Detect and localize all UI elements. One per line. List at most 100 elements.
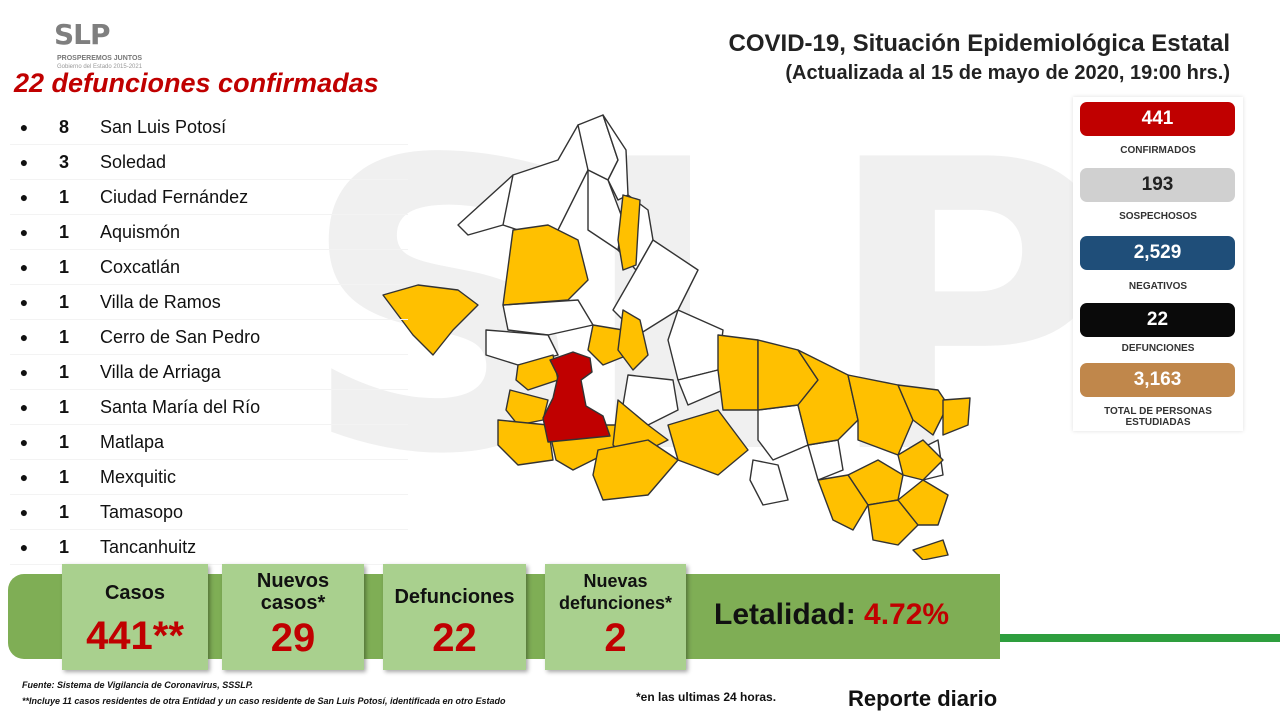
negatives-box: 2,529 <box>1080 236 1235 270</box>
municipality-name: Tancanhuitz <box>100 536 197 557</box>
title-line-2: (Actualizada al 15 de mayo de 2020, 19:0… <box>785 62 1230 84</box>
bullet-icon: ● <box>19 294 29 310</box>
bullet-icon: ● <box>19 189 29 205</box>
bullet-icon: ● <box>19 539 29 555</box>
new-deaths-value: 2 <box>604 616 627 660</box>
suspected-box: 193 <box>1080 168 1235 202</box>
map-region <box>897 439 944 481</box>
deaths-tile-value: 22 <box>432 616 477 660</box>
bullet-icon: ● <box>19 504 29 520</box>
map-region <box>912 539 949 560</box>
map-region <box>502 119 594 231</box>
map-region <box>667 309 724 381</box>
death-count: 1 <box>58 291 69 312</box>
slp-logo: SLP PROSPEREMOS JUNTOS Gobierno del Esta… <box>54 18 164 76</box>
municipality-name: Santa María del Río <box>100 396 261 417</box>
map-region <box>592 439 679 501</box>
logo-subtitle: Gobierno del Estado 2015-2021 <box>57 64 143 70</box>
bullet-icon: ● <box>19 399 29 415</box>
municipality-name: San Luis Potosí <box>100 116 227 137</box>
map-region <box>617 194 641 271</box>
map-region <box>622 374 679 426</box>
cases-tile: Casos 441** <box>62 564 208 670</box>
map-region <box>505 389 549 426</box>
new-cases-tile: Nuevos casos* 29 <box>222 564 364 670</box>
cases-label: Casos <box>104 582 166 604</box>
municipality-name: Tamasopo <box>100 501 184 522</box>
death-count: 1 <box>58 396 69 417</box>
map-region <box>497 419 554 466</box>
bullet-icon: ● <box>19 259 29 275</box>
letalidad-value: 4.72% <box>864 598 950 631</box>
municipality-name: Villa de Arriaga <box>100 361 221 382</box>
suspected-value: 193 <box>1141 174 1174 195</box>
death-count: 3 <box>58 151 69 172</box>
confirmed-box: 441 <box>1080 102 1235 136</box>
map-region <box>897 384 949 436</box>
letalidad-label: Letalidad: <box>714 598 856 631</box>
map-region <box>749 459 789 506</box>
municipality-name: Matlapa <box>100 431 165 452</box>
map-region <box>817 474 869 531</box>
map-region <box>807 439 844 481</box>
municipality-name: Villa de Ramos <box>100 291 221 312</box>
new-deaths-tile: Nuevas defunciones* 2 <box>545 564 686 670</box>
map-region <box>587 324 629 366</box>
map-region <box>515 354 559 391</box>
stats-panel: 441 CONFIRMADOS 193 SOSPECHOSOS 2,529 NE… <box>1073 97 1243 431</box>
new-cases-value: 29 <box>270 616 316 660</box>
list-item: ● 1 Mexquitic <box>10 460 408 495</box>
deaths-box: 22 <box>1080 303 1235 337</box>
deaths-heading: 22 defunciones confirmadas <box>14 68 379 98</box>
map-region <box>667 409 749 476</box>
list-item: ● 1 Ciudad Fernández <box>10 180 408 215</box>
footer-source: Fuente: Sistema de Vigilancia de Coronav… <box>22 680 254 690</box>
death-count: 1 <box>58 326 69 347</box>
list-item: ● 1 Cerro de San Pedro <box>10 320 408 355</box>
bullet-icon: ● <box>19 329 29 345</box>
map-region <box>602 114 629 201</box>
death-count: 1 <box>58 431 69 452</box>
letalidad: Letalidad: 4.72% <box>714 598 949 632</box>
list-item: ● 1 Villa de Ramos <box>10 285 408 320</box>
list-item: ● 1 Villa de Arriaga <box>10 355 408 390</box>
map-region <box>617 309 649 371</box>
cases-value: 441** <box>86 614 184 658</box>
list-item: ● 1 Matlapa <box>10 425 408 460</box>
municipality-name: Aquismón <box>100 221 181 242</box>
map-region <box>797 349 859 446</box>
municipality-name: Mexquitic <box>100 466 177 487</box>
municipality-name: Coxcatlán <box>100 256 181 277</box>
bullet-icon: ● <box>19 224 29 240</box>
deaths-label: DEFUNCIONES <box>1121 343 1195 354</box>
death-count: 1 <box>58 466 69 487</box>
footer-24h-note: *en las ultimas 24 horas. <box>636 690 777 704</box>
negatives-label: NEGATIVOS <box>1128 281 1188 292</box>
bullet-icon: ● <box>19 434 29 450</box>
death-count: 1 <box>58 221 69 242</box>
total-studied-box: 3,163 <box>1080 363 1235 397</box>
accent-line <box>1000 634 1280 642</box>
municipality-name: Soledad <box>100 151 167 172</box>
map-region <box>542 351 611 443</box>
list-item: ● 1 Tamasopo <box>10 495 408 530</box>
bullet-icon: ● <box>19 469 29 485</box>
negatives-value: 2,529 <box>1133 242 1182 263</box>
map-region <box>942 397 971 436</box>
logo-tagline: PROSPEREMOS JUNTOS <box>57 55 143 62</box>
map-region <box>502 299 594 336</box>
death-count: 1 <box>58 256 69 277</box>
map-region <box>717 334 759 411</box>
death-count: 1 <box>58 536 69 557</box>
list-item: ● 1 Santa María del Río <box>10 390 408 425</box>
death-count: 1 <box>58 361 69 382</box>
confirmed-label: CONFIRMADOS <box>1120 145 1196 156</box>
deaths-tile-label: Defunciones <box>394 586 515 608</box>
deaths-list: ● 8 San Luis Potosí ● 3 Soledad ● 1 Ciudad Fer… <box>10 110 408 565</box>
confirmed-value: 441 <box>1141 108 1174 129</box>
new-deaths-label: Nuevas defunciones* <box>558 571 673 613</box>
list-item: ● 1 Tancanhuitz <box>10 530 408 565</box>
suspected-label: SOSPECHOSOS <box>1119 211 1197 222</box>
bullet-icon: ● <box>19 154 29 170</box>
deaths-value: 22 <box>1146 309 1169 330</box>
